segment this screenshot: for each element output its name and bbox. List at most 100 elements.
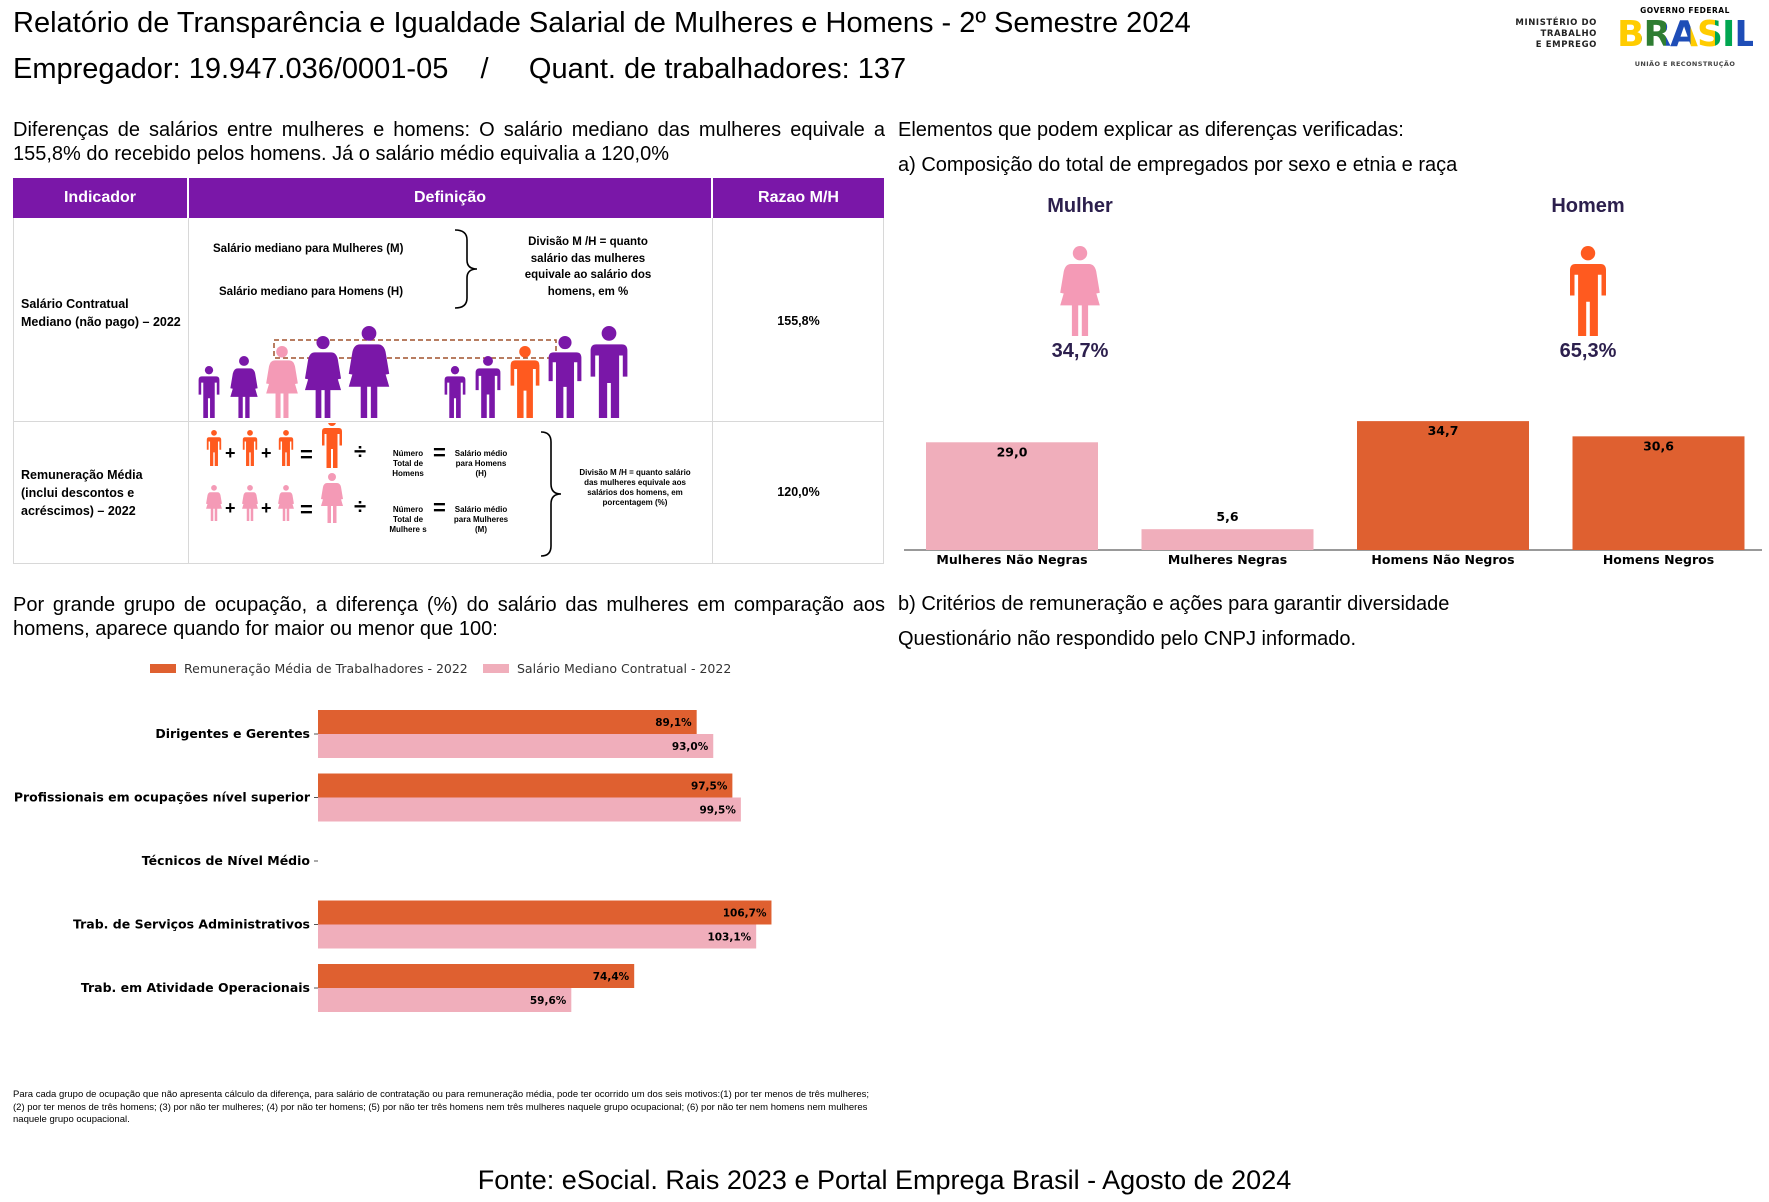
men-plus-1: + [225, 443, 236, 463]
men-divide: ÷ [354, 439, 366, 464]
men-total-label: Número Total de Homens [392, 449, 424, 478]
row1-ratio: 155,8% [777, 314, 820, 328]
page-title: Relatório de Transparência e Igualdade S… [13, 7, 1191, 39]
occupation-value-label-s1-4: 106,7% [723, 908, 767, 920]
row1-def-men: Salário mediano para Homens (H) [219, 286, 404, 298]
composition-category-label-3: Homens Não Negros [1371, 552, 1514, 567]
woman-pct: 34,7% [1051, 340, 1109, 362]
header-definicao: Definição [189, 178, 711, 218]
composition-value-label-1: 29,0 [997, 444, 1028, 459]
employer-line: Empregador: 19.947.036/0001-05 / Quant. … [13, 53, 907, 85]
occupation-value-label-s2-4: 103,1% [707, 932, 751, 944]
ministry-logo-line-1: MINISTÉRIO DO [1515, 18, 1597, 28]
person-icon-10 [590, 326, 628, 418]
person-icon-5 [348, 326, 390, 418]
composition-category-label-2: Mulheres Negras [1168, 552, 1287, 567]
people-illustration [198, 326, 628, 418]
occupation-bar-chart: Remuneração Média de Trabalhadores - 202… [14, 661, 772, 1012]
women-large [321, 473, 343, 523]
person-icon-8 [510, 346, 540, 418]
men-large [322, 423, 342, 468]
occupation-value-label-s2-1: 93,0% [672, 741, 709, 753]
occupation-value-label-s2-2: 99,5% [699, 805, 736, 817]
occupation-bar-s1-4 [318, 900, 772, 925]
legend-swatch-1 [150, 664, 176, 673]
composition-bar-4 [1572, 436, 1745, 550]
row2-ratio: 120,0% [777, 485, 820, 499]
women-equals-2: = [433, 495, 446, 520]
occupation-bar-s1-2 [318, 773, 733, 798]
header-razao: Razao M/H [713, 178, 884, 218]
composition-bar-2 [1141, 529, 1314, 550]
curly-brace-2-icon [540, 431, 562, 557]
criteria-title: b) Critérios de remuneração e ações para… [898, 593, 1450, 615]
men-small-3 [278, 430, 294, 466]
legend-swatch-2 [483, 664, 509, 673]
man-figure [1570, 246, 1606, 336]
ministry-logo-line-2: TRABALHO [1540, 29, 1597, 39]
composition-value-label-3: 34,7 [1428, 423, 1459, 438]
occupation-category-label-4: Trab. de Serviços Administrativos [73, 917, 310, 932]
average-formula-illustration: + + = ÷ = + + = ÷ = [206, 423, 446, 523]
women-small-1 [206, 485, 222, 521]
row2-def-division: Divisão M /H = quanto salário das mulher… [579, 468, 691, 507]
person-icon-3 [266, 346, 298, 418]
women-small-3 [278, 485, 294, 521]
person-icon-6 [444, 366, 466, 418]
composition-category-label-4: Homens Negros [1603, 552, 1714, 567]
occupation-bar-s1-5 [318, 964, 635, 988]
men-small-1 [206, 430, 222, 466]
occupation-value-label-s1-5: 74,4% [593, 971, 630, 983]
elements-title: Elementos que podem explicar as diferenç… [898, 119, 1404, 141]
source-line: Fonte: eSocial. Rais 2023 e Portal Empre… [477, 1165, 1292, 1195]
gov-logo-top: GOVERNO FEDERAL [1640, 6, 1730, 15]
indicator-table: Indicador Definição Razao M/H Salário Co… [13, 178, 884, 564]
legend-label-1: Remuneração Média de Trabalhadores - 202… [184, 661, 468, 676]
criteria-text: Questionário não respondido pelo CNPJ in… [898, 628, 1357, 650]
composition-subtitle: a) Composição do total de empregados por… [898, 154, 1458, 176]
person-icon-2 [230, 356, 258, 418]
composition-value-label-4: 30,6 [1643, 438, 1674, 453]
occupation-category-label-2: Profissionais em ocupações nível superio… [14, 790, 311, 805]
person-icon-9 [548, 336, 582, 418]
ministry-logo-line-3: E EMPREGO [1535, 40, 1597, 50]
women-equals-1: = [300, 497, 313, 522]
gov-logo-bottom: UNIÃO E RECONSTRUÇÃO [1634, 60, 1736, 68]
man-icon [1570, 246, 1606, 336]
women-plus-1: + [225, 498, 236, 518]
composition-bar-1 [926, 442, 1098, 550]
men-equals-1: = [300, 442, 313, 467]
women-total-label: Número Total de Mulhere s [389, 505, 427, 534]
row2-indicator: Remuneração Média (inclui descontos e ac… [21, 468, 143, 518]
row1-def-division: Divisão M /H = quanto salário das mulher… [524, 236, 652, 298]
woman-icon [1060, 246, 1100, 336]
government-logo: GOVERNO FEDERAL BRASIL UNIÃO E RECONSTRU… [1615, 6, 1757, 70]
women-avg-label: Salário médio para Mulheres (M) [453, 505, 509, 534]
occupation-value-label-s1-1: 89,1% [655, 717, 692, 729]
occupation-bar-s2-1 [318, 734, 714, 758]
woman-figure [1060, 246, 1100, 336]
occupation-bar-s2-4 [318, 924, 757, 949]
gov-logo-word: BRASIL [1617, 14, 1757, 55]
ministry-logo: MINISTÉRIO DO TRABALHO E EMPREGO [1497, 18, 1597, 51]
women-small-2 [242, 485, 258, 521]
men-avg-label: Salário médio para Homens (H) [454, 449, 508, 478]
women-plus-2: + [261, 498, 272, 518]
curly-brace-icon [454, 229, 478, 309]
composition-value-label-2: 5,6 [1216, 509, 1238, 524]
legend-label-2: Salário Mediano Contratual - 2022 [517, 661, 731, 676]
median-highlight-box [273, 339, 557, 359]
composition-bar-3 [1357, 421, 1529, 550]
men-plus-2: + [261, 443, 272, 463]
composition-category-label-1: Mulheres Não Negras [936, 552, 1087, 567]
footnote: Para cada grupo de ocupação que não apre… [13, 1089, 870, 1125]
occupation-bar-s2-5 [318, 988, 572, 1012]
occupation-bar-s2-2 [318, 797, 741, 822]
header-indicador: Indicador [13, 178, 187, 218]
composition-bar-chart: 29,0 Mulheres Não Negras 5,6 Mulheres Negra… [904, 421, 1762, 567]
occupation-text: Por grande grupo de ocupação, a diferenç… [13, 594, 885, 640]
occupation-bar-s1-1 [318, 710, 697, 734]
occupation-value-label-s1-2: 97,5% [691, 781, 728, 793]
occupation-category-label-1: Dirigentes e Gerentes [155, 726, 310, 741]
man-label: Homem [1551, 195, 1625, 217]
